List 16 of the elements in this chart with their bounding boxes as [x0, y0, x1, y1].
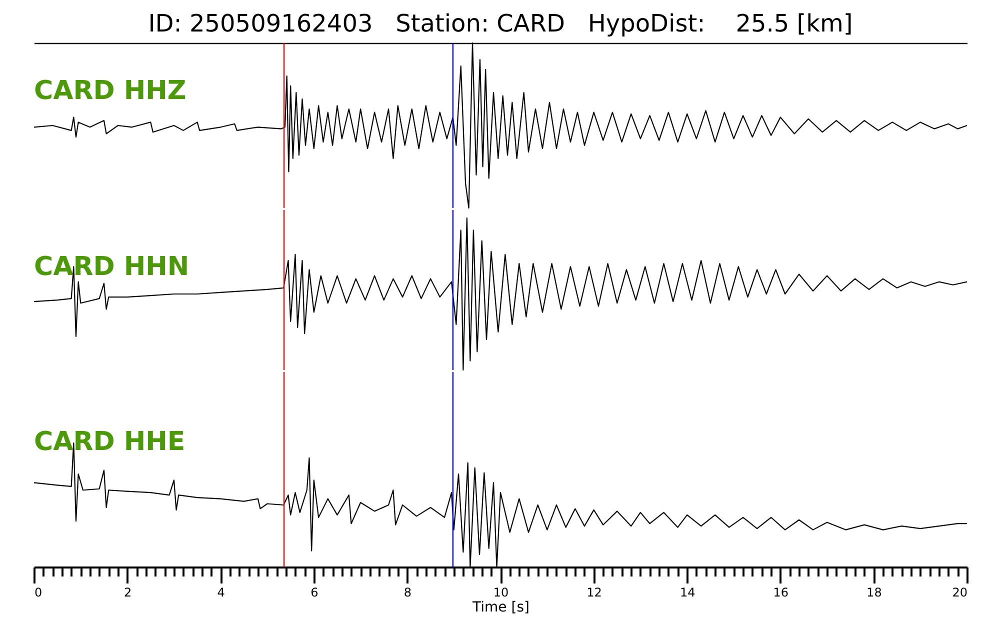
x-tick-label: 0 — [34, 586, 42, 600]
x-tick-label: 6 — [310, 586, 318, 600]
x-tick-label: 2 — [124, 586, 132, 600]
series-label: CARD HHZ — [34, 76, 186, 106]
x-tick-label: 12 — [586, 586, 602, 600]
x-tick-label: 8 — [404, 586, 412, 600]
series-label: CARD HHE — [34, 427, 186, 457]
x-tick-label: 18 — [866, 586, 882, 600]
chart-title: ID: 250509162403 Station: CARD HypoDist: 25.5 [km] — [148, 9, 853, 38]
x-tick-label: 4 — [217, 586, 225, 600]
x-axis-title: Time [s] — [472, 600, 530, 616]
x-tick-label: 16 — [773, 586, 789, 600]
x-tick-label: 10 — [493, 586, 509, 600]
x-tick-label: 20 — [952, 586, 968, 600]
series-label: CARD HHN — [34, 252, 190, 282]
x-tick-label: 14 — [680, 586, 696, 600]
